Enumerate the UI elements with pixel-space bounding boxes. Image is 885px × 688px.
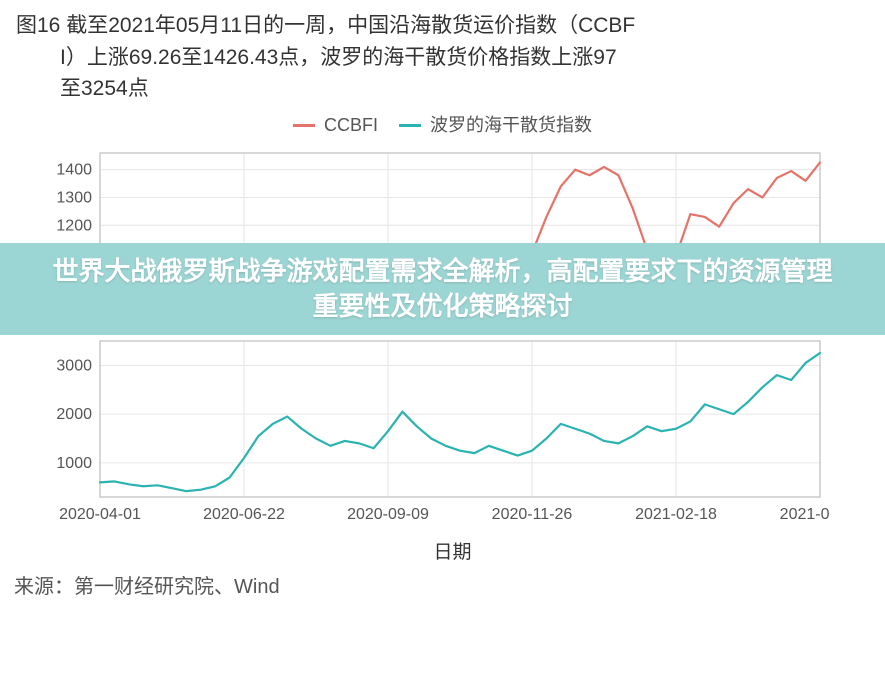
figure-container: { "title": { "line1": "图16 截至2021年05月11日… — [0, 0, 885, 609]
title-line-2: I）上涨69.26至1426.43点，波罗的海干散货价格指数上涨97 — [16, 42, 865, 74]
figure-title: 图16 截至2021年05月11日的一周，中国沿海散货运价指数（CCBF I）上… — [0, 0, 885, 105]
legend-label-ccbfi: CCBFI — [324, 115, 378, 135]
svg-text:2020-09-09: 2020-09-09 — [347, 506, 429, 523]
title-line-1: 图16 截至2021年05月11日的一周，中国沿海散货运价指数（CCBF — [16, 10, 865, 42]
svg-text:2020-06-22: 2020-06-22 — [203, 506, 285, 523]
charts-area: 90010001100120013001400 1000200030002020… — [0, 145, 885, 564]
svg-text:2000: 2000 — [56, 406, 92, 423]
svg-text:2021-05-11: 2021-05-11 — [780, 506, 830, 523]
svg-text:3000: 3000 — [56, 357, 92, 374]
svg-text:1000: 1000 — [56, 454, 92, 471]
source-attribution: 来源：第一财经研究院、Wind — [0, 570, 885, 609]
svg-text:1200: 1200 — [56, 217, 92, 234]
overlay-banner: 世界大战俄罗斯战争游戏配置需求全解析，高配置要求下的资源管理重要性及优化策略探讨 — [0, 243, 885, 335]
svg-text:2020-04-01: 2020-04-01 — [59, 506, 141, 523]
svg-text:1300: 1300 — [56, 189, 92, 206]
legend-item-ccbfi: CCBFI — [293, 115, 378, 136]
legend-item-bdi: 波罗的海干散货指数 — [399, 111, 592, 137]
svg-text:2020-11-26: 2020-11-26 — [492, 506, 573, 523]
legend-swatch-bdi — [399, 124, 421, 127]
svg-text:2021-02-18: 2021-02-18 — [635, 506, 717, 523]
chart-legend: CCBFI 波罗的海干散货指数 — [0, 111, 885, 137]
title-line-3: 至3254点 — [16, 73, 865, 105]
overlay-banner-text: 世界大战俄罗斯战争游戏配置需求全解析，高配置要求下的资源管理重要性及优化策略探讨 — [40, 254, 845, 324]
legend-swatch-ccbfi — [293, 124, 315, 127]
x-axis-label: 日期 — [40, 537, 865, 564]
svg-text:1400: 1400 — [56, 161, 92, 178]
line-chart-bdi: 1000 2000 3000 2020-04-01 2020-06-22 2020-09-… — [40, 331, 830, 531]
legend-label-bdi: 波罗的海干散货指数 — [430, 115, 592, 135]
chart-bottom-wrap: 1000 2000 3000 2020-04-01 2020-06-22 2020-09-… — [40, 331, 865, 531]
